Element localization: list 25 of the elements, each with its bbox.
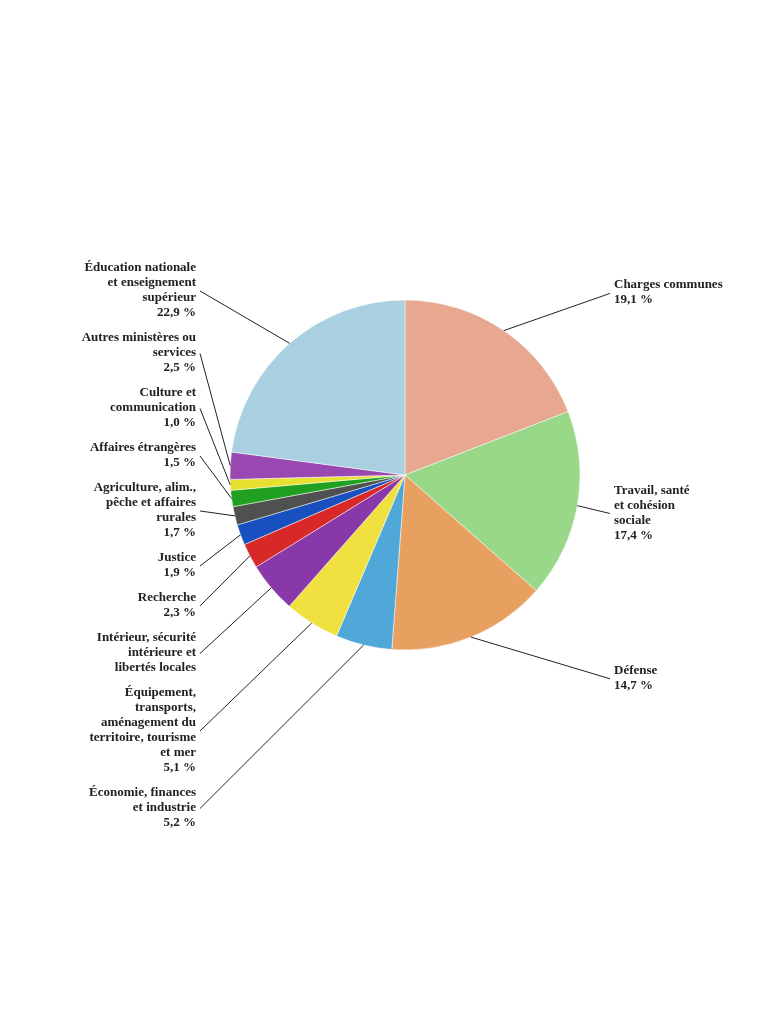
data-label: 17,4 %	[614, 526, 653, 542]
data-label: 22,9 %	[157, 303, 196, 319]
data-label: 1,7 %	[163, 523, 196, 539]
slice-label: Travail, santé et cohésion sociale	[614, 481, 690, 527]
slice-label: Éducation nationale et enseignement supérieur	[84, 258, 197, 304]
slice-label: Intérieur, sécurité intérieure et libertés locales	[96, 628, 197, 674]
slice-label: Culture et communication	[110, 383, 197, 414]
data-label: 1,0 %	[163, 413, 196, 429]
slice-label: Justice	[157, 548, 197, 564]
slice-label: Affaires étrangères	[89, 438, 196, 454]
slice-label: Défense	[614, 661, 658, 677]
data-label: 14,7 %	[614, 676, 653, 692]
slice-label: Agriculture, alim., pêche et affaires rurales	[93, 478, 196, 524]
data-label: 1,9 %	[163, 563, 196, 579]
data-label: 5,2 %	[163, 813, 196, 829]
data-label: 5,1 %	[163, 758, 196, 774]
data-label: 2,5 %	[163, 358, 196, 374]
slice-label: Charges communes	[614, 276, 723, 292]
data-label: 2,3 %	[163, 603, 196, 619]
data-label: 1,5 %	[163, 453, 196, 469]
data-label: 19,1 %	[614, 291, 653, 307]
slice-label: Équipement, transports, aménagement du territoire, tourisme et mer	[89, 683, 197, 759]
slice-label: Économie, finances et industrie	[89, 783, 197, 814]
slice-label: Autres ministères ou services	[81, 328, 196, 359]
slice-label: Recherche	[137, 588, 197, 604]
